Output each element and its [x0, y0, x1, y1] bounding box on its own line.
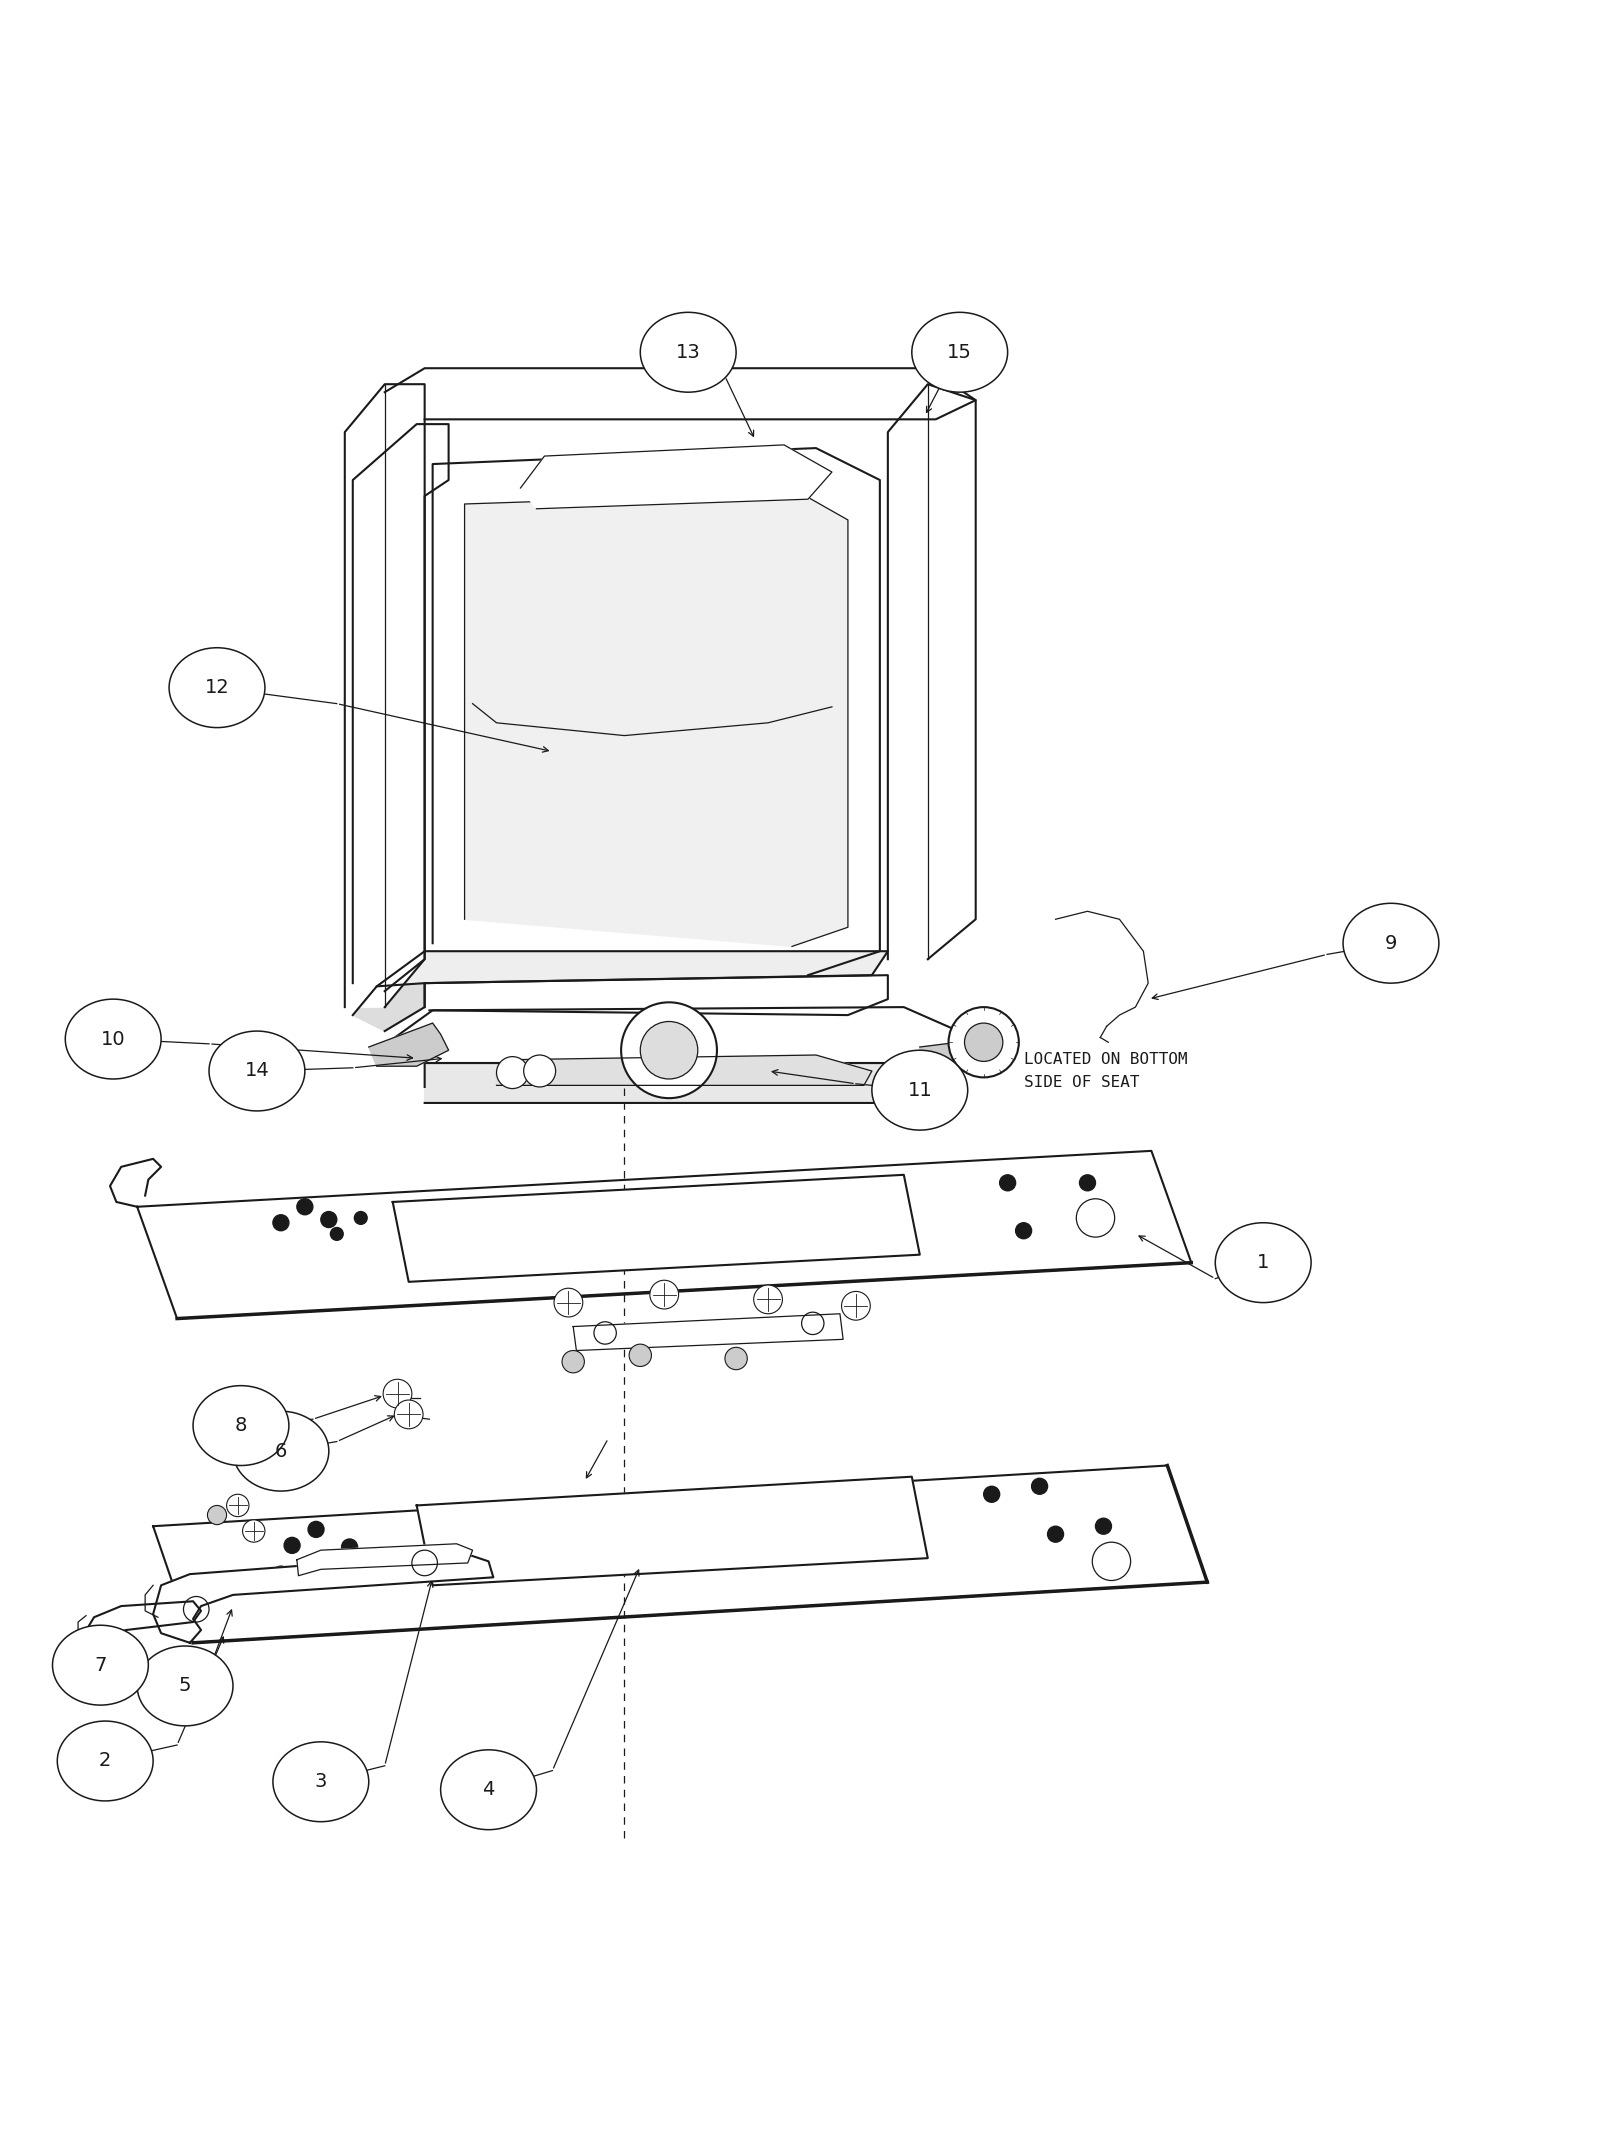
Text: 4: 4	[482, 1780, 494, 1799]
Polygon shape	[432, 448, 880, 975]
Ellipse shape	[194, 1386, 290, 1465]
Circle shape	[496, 1056, 528, 1088]
Text: 13: 13	[675, 343, 701, 362]
Polygon shape	[496, 1056, 872, 1086]
Ellipse shape	[1342, 904, 1438, 983]
Circle shape	[554, 1287, 582, 1317]
Circle shape	[842, 1292, 870, 1319]
Polygon shape	[85, 1602, 202, 1664]
Polygon shape	[154, 1553, 493, 1643]
Ellipse shape	[58, 1720, 154, 1801]
Ellipse shape	[440, 1750, 536, 1829]
Ellipse shape	[872, 1050, 968, 1131]
Circle shape	[1000, 1174, 1016, 1191]
Circle shape	[331, 1227, 342, 1240]
Ellipse shape	[210, 1030, 306, 1112]
Ellipse shape	[234, 1412, 330, 1491]
Ellipse shape	[53, 1626, 149, 1705]
Circle shape	[227, 1495, 250, 1517]
Text: 8: 8	[235, 1416, 246, 1435]
Circle shape	[309, 1521, 325, 1538]
Circle shape	[1080, 1174, 1096, 1191]
Ellipse shape	[912, 313, 1008, 392]
Circle shape	[650, 1281, 678, 1309]
Ellipse shape	[138, 1645, 234, 1726]
Circle shape	[1096, 1519, 1112, 1534]
Circle shape	[1032, 1478, 1048, 1495]
Circle shape	[354, 1212, 366, 1225]
Polygon shape	[376, 951, 888, 985]
Polygon shape	[154, 1465, 1208, 1643]
Circle shape	[984, 1487, 1000, 1502]
Circle shape	[640, 1022, 698, 1080]
Circle shape	[382, 1379, 411, 1407]
Circle shape	[1016, 1223, 1032, 1238]
Circle shape	[629, 1345, 651, 1367]
Polygon shape	[464, 493, 848, 947]
Text: LOCATED ON BOTTOM
SIDE OF SEAT: LOCATED ON BOTTOM SIDE OF SEAT	[1024, 1052, 1187, 1090]
Polygon shape	[352, 983, 424, 1030]
Polygon shape	[368, 1024, 448, 1067]
Polygon shape	[520, 446, 832, 510]
Polygon shape	[384, 368, 976, 420]
Circle shape	[99, 1647, 122, 1671]
Circle shape	[725, 1347, 747, 1369]
Text: 5: 5	[179, 1677, 192, 1696]
Polygon shape	[138, 1150, 1192, 1319]
Circle shape	[754, 1285, 782, 1313]
Circle shape	[322, 1212, 338, 1227]
Circle shape	[208, 1506, 227, 1525]
Polygon shape	[352, 424, 448, 992]
Circle shape	[621, 1002, 717, 1099]
Polygon shape	[416, 1476, 928, 1585]
Text: 11: 11	[907, 1082, 933, 1099]
Text: 7: 7	[94, 1656, 107, 1675]
Text: 3: 3	[315, 1771, 326, 1791]
Circle shape	[243, 1521, 266, 1542]
Ellipse shape	[1216, 1223, 1310, 1302]
Text: 6: 6	[275, 1442, 286, 1461]
Circle shape	[1048, 1527, 1064, 1542]
Circle shape	[285, 1538, 301, 1553]
Text: 15: 15	[947, 343, 973, 362]
Circle shape	[949, 1007, 1019, 1077]
Text: 1: 1	[1258, 1253, 1269, 1272]
Circle shape	[394, 1401, 422, 1429]
Polygon shape	[298, 1544, 472, 1577]
Circle shape	[274, 1566, 290, 1583]
Polygon shape	[888, 383, 976, 960]
Polygon shape	[392, 1174, 920, 1281]
Polygon shape	[392, 1007, 984, 1062]
Ellipse shape	[170, 647, 266, 728]
Text: 2: 2	[99, 1752, 112, 1771]
Polygon shape	[344, 383, 424, 1007]
Circle shape	[562, 1349, 584, 1373]
Ellipse shape	[66, 998, 162, 1080]
Circle shape	[298, 1200, 314, 1215]
Polygon shape	[424, 975, 888, 1015]
Circle shape	[322, 1551, 338, 1566]
Text: 9: 9	[1384, 934, 1397, 953]
Text: 12: 12	[205, 679, 229, 696]
Polygon shape	[920, 1039, 987, 1071]
Text: 10: 10	[101, 1030, 125, 1050]
Polygon shape	[573, 1313, 843, 1349]
Text: 14: 14	[245, 1062, 269, 1080]
Polygon shape	[424, 1062, 944, 1103]
Ellipse shape	[274, 1741, 368, 1821]
Circle shape	[965, 1024, 1003, 1062]
Circle shape	[523, 1056, 555, 1086]
Circle shape	[341, 1538, 357, 1555]
Circle shape	[274, 1215, 290, 1232]
Ellipse shape	[640, 313, 736, 392]
